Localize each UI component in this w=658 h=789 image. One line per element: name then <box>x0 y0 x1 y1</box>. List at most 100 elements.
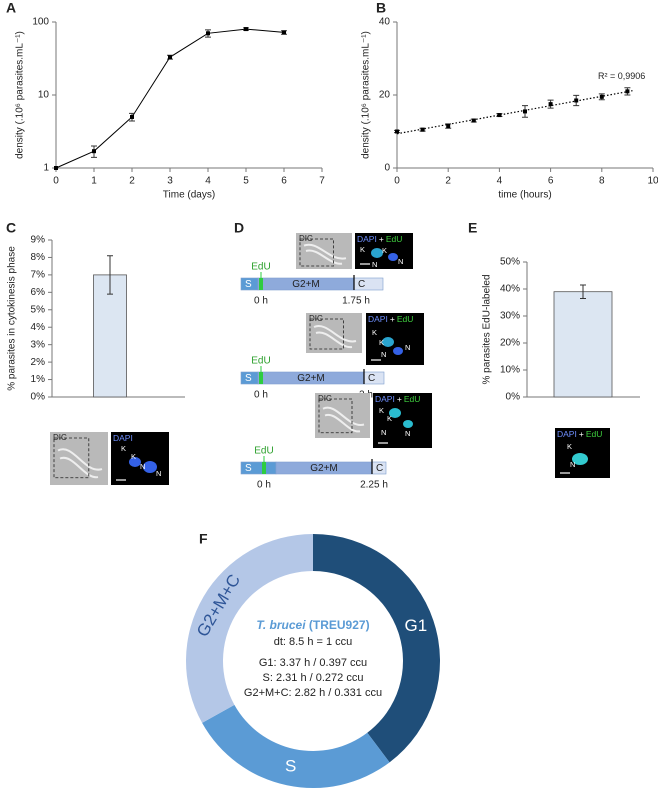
y-tick-label: 8% <box>31 252 46 263</box>
data-point <box>92 149 96 154</box>
y-tick-label: 30% <box>500 311 520 322</box>
x-tick-label: 0 <box>53 176 59 187</box>
y-tick-label: 1 <box>43 163 49 174</box>
y-axis-label: % parasites in cytokinesis phase <box>7 246 18 391</box>
start-time: 0 h <box>254 296 268 307</box>
y-axis-label: % parasites EdU-labeled <box>482 274 493 384</box>
end-time: 2.25 h <box>360 480 388 491</box>
structure-mark: N <box>156 469 161 478</box>
pulse-label: EdU <box>251 356 270 367</box>
data-point <box>574 98 579 103</box>
phase-label: G2+M <box>297 373 325 384</box>
structure-mark: N <box>381 428 386 437</box>
zoom-box <box>299 238 334 267</box>
stain-name: EdU <box>397 314 414 324</box>
stain-label: DAPI + EdU <box>375 394 420 404</box>
parasite-outline <box>313 325 357 349</box>
data-point <box>625 89 630 94</box>
y-tick-label: 40% <box>500 284 520 295</box>
stain-name: DAPI <box>368 314 388 324</box>
fluorescence-image <box>355 233 413 269</box>
structure-mark: K <box>567 442 572 451</box>
parasite-outline <box>322 406 365 433</box>
stain-name: + <box>397 394 402 404</box>
y-tick-label: 4% <box>31 322 46 333</box>
dic-label: DIC <box>309 314 323 323</box>
x-axis-label: time (hours) <box>498 190 551 201</box>
donut-center-line: S: 2.31 h / 0.272 ccu <box>263 672 364 684</box>
x-tick-label: 3 <box>167 176 173 187</box>
x-tick-label: 4 <box>205 176 211 187</box>
donut-center-line: G2+M+C: 2.82 h / 0.331 ccu <box>244 687 382 699</box>
phase-label: G2+M <box>292 279 320 290</box>
data-point <box>168 55 172 60</box>
start-time: 0 h <box>257 480 271 491</box>
nucleus-signal <box>572 453 588 465</box>
y-tick-label: 0 <box>384 163 390 174</box>
x-tick-label: 2 <box>129 176 135 187</box>
structure-mark: K <box>372 328 377 337</box>
y-tick-label: 40 <box>379 17 391 28</box>
x-tick-label: 5 <box>243 176 249 187</box>
donut-slice <box>202 704 390 788</box>
structure-mark: N <box>140 462 145 471</box>
panel-label: C <box>6 220 16 236</box>
panel-label: F <box>199 531 208 547</box>
nucleus-signal <box>389 408 401 418</box>
zoom-box <box>53 437 90 479</box>
nucleus-signal <box>371 248 383 258</box>
fluorescence-image <box>555 428 610 478</box>
donut-slice <box>313 534 440 763</box>
y-tick-label: 6% <box>31 287 46 298</box>
structure-mark: N <box>405 429 410 438</box>
phase-label: G2+M <box>310 463 338 474</box>
y-axis-label: density (.10⁶ parasites.mL⁻¹) <box>15 31 26 159</box>
x-tick-label: 1 <box>91 176 97 187</box>
y-axis-label: density (.10⁶ parasites.mL⁻¹) <box>361 31 372 159</box>
structure-mark: K <box>387 414 392 423</box>
panel-label: A <box>6 0 16 16</box>
structure-mark: N <box>381 350 386 359</box>
panel-label: B <box>376 0 386 16</box>
y-tick-label: 0% <box>31 392 46 403</box>
end-time: 1.75 h <box>342 296 370 307</box>
y-tick-label: 3% <box>31 339 46 350</box>
structure-mark: K <box>131 452 136 461</box>
fluorescence-image <box>366 313 424 365</box>
zoom-box <box>309 318 344 350</box>
stain-name: DAPI <box>357 234 377 244</box>
parasite-outline <box>57 448 103 479</box>
edu-pulse <box>262 462 266 474</box>
stain-label: DAPI + EdU <box>368 314 413 324</box>
y-tick-label: 10 <box>38 90 50 101</box>
panel-label: E <box>468 220 477 236</box>
data-point <box>395 129 399 134</box>
dic-label: DIC <box>299 234 313 243</box>
edu-pulse <box>259 372 263 384</box>
slice-label: G1 <box>405 616 428 635</box>
x-axis-label: Time (days) <box>163 190 215 201</box>
stain-name: EdU <box>386 234 403 244</box>
structure-mark: K <box>379 406 384 415</box>
data-point <box>548 102 553 107</box>
nucleus-signal <box>129 457 141 467</box>
pulse-label: EdU <box>251 262 270 273</box>
phase-label: S <box>245 279 252 290</box>
nucleus-signal <box>388 253 398 261</box>
stain-name: EdU <box>586 429 603 439</box>
stain-name: + <box>579 429 584 439</box>
structure-mark: N <box>372 260 377 269</box>
stain-name: DAPI <box>113 433 133 443</box>
data-point <box>446 124 451 129</box>
structure-mark: K <box>382 246 387 255</box>
donut-center-line: G1: 3.37 h / 0.397 ccu <box>259 657 367 669</box>
structure-mark: N <box>398 257 403 266</box>
x-tick-label: 10 <box>647 176 658 187</box>
error-bar <box>107 255 113 295</box>
donut-center-title: T. brucei (TREU927) <box>256 618 369 632</box>
annotation: R² = 0,9906 <box>598 71 645 81</box>
data-point <box>420 127 425 132</box>
x-tick-label: 2 <box>445 176 451 187</box>
